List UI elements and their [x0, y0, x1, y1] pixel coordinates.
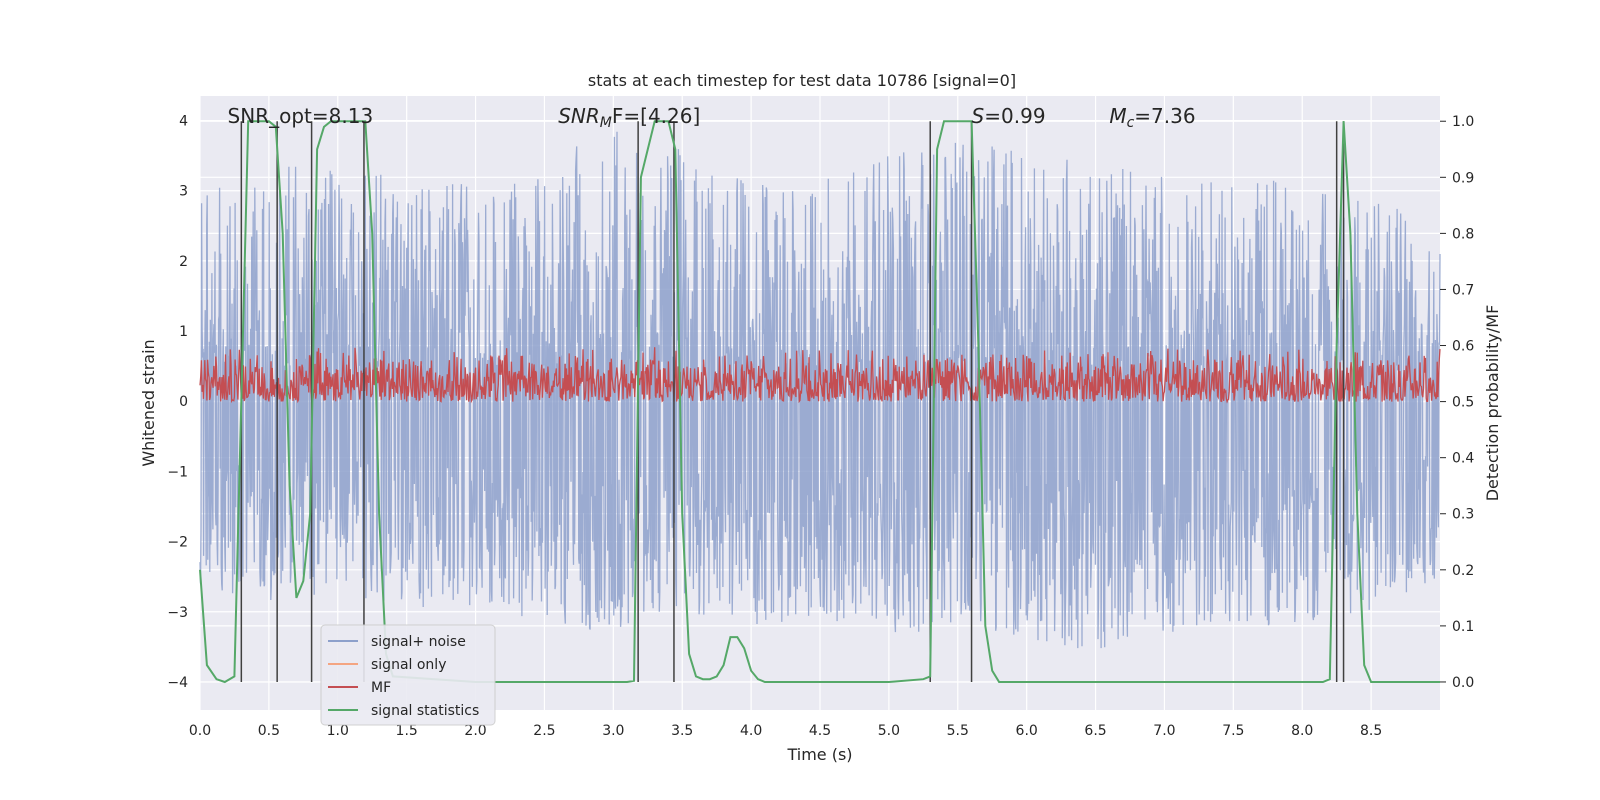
annotation-snr-opt: SNR_opt=8.13 [228, 104, 374, 128]
legend-label: MF [371, 680, 391, 696]
x-tick-label: 0.0 [189, 723, 211, 739]
noise-line [199, 131, 1441, 649]
mf-line [199, 347, 1441, 404]
x-tick-label: 5.5 [947, 723, 969, 739]
x-tick-label: 4.0 [740, 723, 762, 739]
series-mf [199, 347, 1441, 404]
x-axis-label: Time (s) [786, 745, 852, 764]
y-tick-label: −1 [167, 464, 188, 480]
y-tick-label: 3 [179, 184, 188, 200]
y-tick-label: 1 [179, 324, 188, 340]
x-tick-label: 3.5 [671, 723, 693, 739]
y2-tick-label: 0.9 [1452, 170, 1474, 186]
y2-tick-label: 0.5 [1452, 395, 1474, 411]
y2-tick-label: 0.1 [1452, 619, 1474, 635]
y-tick-label: 4 [179, 114, 188, 130]
y-tick-label: 0 [179, 394, 188, 410]
legend-box [320, 624, 496, 726]
y2-tick-label: 0.4 [1452, 451, 1474, 467]
x-tick-label: 3.0 [602, 723, 624, 739]
x-tick-label: 2.5 [533, 723, 555, 739]
x-tick-label: 8.5 [1360, 723, 1382, 739]
y2-tick-label: 0.3 [1452, 507, 1474, 523]
legend-label: signal statistics [371, 703, 479, 719]
annotations: SNR_opt=8.13 SNRMF=[4.26] S=0.99 Mc=7.36 [228, 104, 1196, 131]
series-signal-noise [199, 131, 1441, 649]
y2-tick-label: 0.6 [1452, 339, 1474, 355]
y-axis-label: Whitened strain [139, 339, 158, 466]
x-tick-label: 8.0 [1291, 723, 1313, 739]
x-tick-labels: 0.0 0.5 1.0 1.5 2.0 2.5 3.0 3.5 4.0 4.5 5.0 5.5 6.0 6… [189, 723, 1382, 739]
y-tick-label: −4 [167, 675, 188, 691]
legend-label: signal only [371, 657, 446, 673]
grid [199, 96, 1440, 710]
series-signal-statistics [199, 120, 1440, 684]
y2-tick-label: 0.2 [1452, 563, 1474, 579]
y2-tick-label: 0.7 [1452, 282, 1474, 298]
y-tick-label: 2 [179, 254, 188, 270]
x-tick-label: 5.0 [878, 723, 900, 739]
chart-title: stats at each timestep for test data 107… [588, 71, 1016, 90]
legend: signal+ noise signal only MF signal statist… [320, 624, 496, 726]
y2-tick-labels: 0.0 0.1 0.2 0.3 0.4 0.5 0.6 0.7 0.8 0.9 1.0 [1440, 114, 1474, 691]
y2-tick-label: 1.0 [1452, 114, 1474, 130]
x-tick-label: 1.5 [396, 723, 418, 739]
legend-label: signal+ noise [371, 634, 466, 650]
x-tick-label: 1.0 [327, 723, 349, 739]
y-tick-label: −3 [167, 605, 188, 621]
annotation-snr-mf: SNRMF=[4.26] [558, 104, 700, 131]
annotation-mc: Mc=7.36 [1109, 104, 1195, 131]
annotation-s: S=0.99 [972, 104, 1046, 128]
x-tick-label: 7.0 [1153, 723, 1175, 739]
x-tick-label: 7.5 [1222, 723, 1244, 739]
y2-axis-label: Detection probability/MF [1483, 305, 1502, 502]
x-tick-label: 6.0 [1016, 723, 1038, 739]
x-tick-label: 4.5 [809, 723, 831, 739]
y-tick-label: −2 [167, 535, 188, 551]
x-tick-label: 0.5 [258, 723, 280, 739]
signal-statistics-line [199, 120, 1440, 684]
x-tick-label: 6.5 [1084, 723, 1106, 739]
x-tick-label: 2.0 [464, 723, 486, 739]
y-tick-labels: −4 −3 −2 −1 0 1 2 3 4 [167, 114, 188, 691]
y2-tick-label: 0.8 [1452, 226, 1474, 242]
y2-tick-label: 0.0 [1452, 675, 1474, 691]
